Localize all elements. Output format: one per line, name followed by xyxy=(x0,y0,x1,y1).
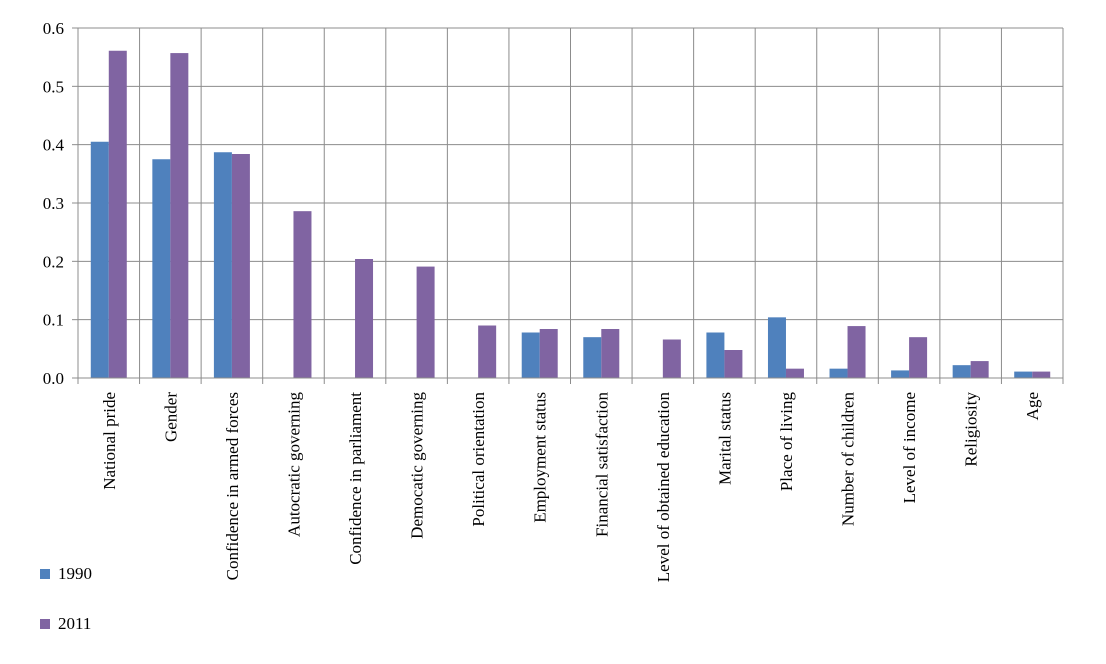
y-tick-labels: 0.0 0.1 0.2 0.3 0.4 0.5 0.6 xyxy=(43,19,65,388)
bar-1990-11 xyxy=(706,332,725,378)
legend-label-1990: 1990 xyxy=(58,564,92,583)
bar-2011-9 xyxy=(601,329,620,378)
bar-2011-4 xyxy=(293,211,312,378)
bar-1990-13 xyxy=(829,368,848,378)
x-tick-label: Level of income xyxy=(900,392,919,503)
bar-2011-5 xyxy=(355,259,374,378)
bar-1990-1 xyxy=(90,141,109,378)
x-tick-label: Confidence in parliament xyxy=(346,392,365,565)
x-tick-label: Autocratic governing xyxy=(284,392,303,537)
y-tick-label: 0.4 xyxy=(43,136,65,155)
bar-1990-2 xyxy=(152,159,171,378)
bar-2011-14 xyxy=(909,337,928,378)
bar-1990-9 xyxy=(583,337,602,378)
y-tick-label: 0.6 xyxy=(43,19,64,38)
x-tick-label: Place of living xyxy=(777,392,796,492)
bar-2011-7 xyxy=(478,325,497,378)
x-tick-label: Confidence in armed forces xyxy=(223,392,242,580)
legend: 1990 2011 xyxy=(40,564,92,633)
bar-2011-3 xyxy=(231,154,250,378)
bar-2011-15 xyxy=(970,361,989,378)
bar-1990-3 xyxy=(213,152,232,378)
x-tick-label: Political orientation xyxy=(469,392,488,527)
legend-swatch-2011 xyxy=(40,619,50,629)
x-tick-label: National pride xyxy=(100,392,119,490)
legend-label-2011: 2011 xyxy=(58,614,91,633)
bar-2011-11 xyxy=(724,350,743,378)
x-tick-label: Democatic governing xyxy=(408,392,427,539)
gridlines xyxy=(78,27,1064,378)
bar-2011-8 xyxy=(539,329,558,378)
y-tick-label: 0.5 xyxy=(43,77,64,96)
bar-1990-12 xyxy=(767,317,786,378)
x-tick-label: Number of children xyxy=(839,392,858,527)
x-tick-label: Age xyxy=(1023,392,1042,420)
legend-swatch-1990 xyxy=(40,569,50,579)
bar-1990-14 xyxy=(891,370,910,378)
bar-1990-8 xyxy=(521,332,540,378)
bar-2011-6 xyxy=(416,266,435,378)
axes xyxy=(72,27,1064,384)
x-tick-label: Religiosity xyxy=(962,392,981,467)
bar-2011-10 xyxy=(662,339,681,378)
y-tick-label: 0.0 xyxy=(43,369,64,388)
bar-1990-16 xyxy=(1014,371,1033,378)
bar-2011-12 xyxy=(785,368,804,378)
x-tick-label: Level of obtained education xyxy=(654,392,673,583)
x-tick-label: Financial satisfaction xyxy=(592,392,611,537)
bar-2011-13 xyxy=(847,326,866,378)
bar-2011-2 xyxy=(170,53,189,378)
y-tick-label: 0.2 xyxy=(43,252,64,271)
y-tick-label: 0.3 xyxy=(43,194,64,213)
bar-1990-15 xyxy=(952,365,971,378)
y-tick-label: 0.1 xyxy=(43,311,64,330)
bar-2011-1 xyxy=(108,50,127,378)
bar-2011-16 xyxy=(1032,371,1051,378)
x-tick-label: Marital status xyxy=(715,392,734,485)
bars xyxy=(90,50,1051,378)
x-tick-labels: National pride Gender Confidence in armed … xyxy=(100,392,1042,583)
x-tick-label: Employment status xyxy=(531,392,550,523)
x-tick-label: Gender xyxy=(161,392,180,442)
